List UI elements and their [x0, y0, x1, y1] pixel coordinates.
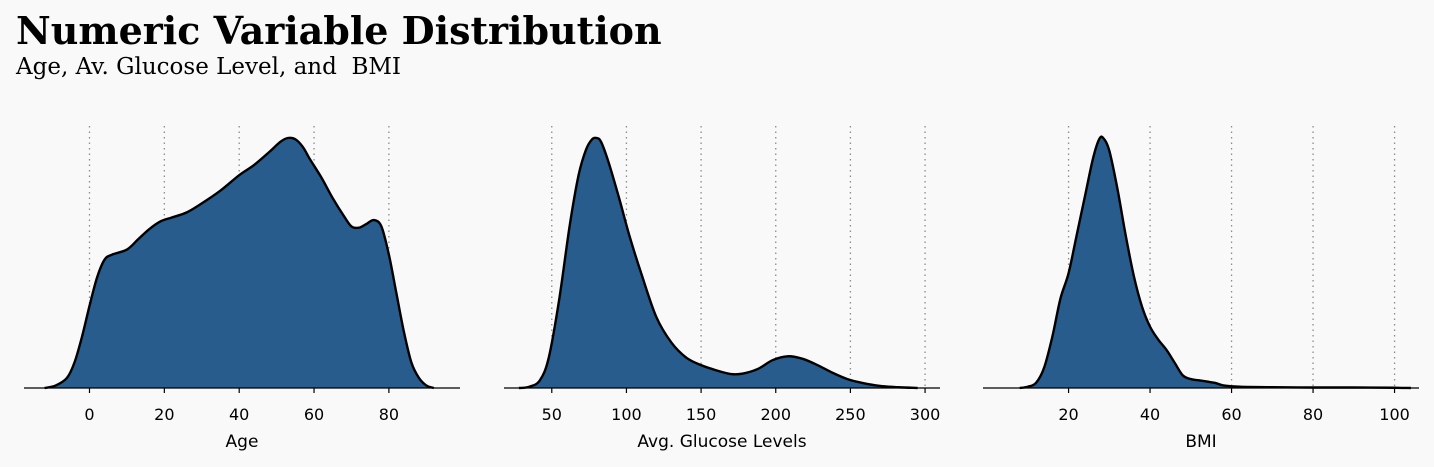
age-tick-label-0: 0	[84, 405, 94, 424]
age-axis-label: Age	[226, 432, 259, 452]
avg-glucose-levels-tick-label-300: 300	[910, 405, 941, 424]
avg-glucose-levels-tick-label-150: 150	[686, 405, 717, 424]
bmi-axis-label: BMI	[1185, 432, 1216, 452]
age-tick-label-60: 60	[304, 405, 324, 424]
avg-glucose-levels-tick-label-50: 50	[542, 405, 562, 424]
avg-glucose-levels-axis-label: Avg. Glucose Levels	[637, 432, 806, 452]
bmi-tick-label-60: 60	[1221, 405, 1241, 424]
bmi-tick-label-20: 20	[1058, 405, 1078, 424]
age-tick-label-40: 40	[229, 405, 249, 424]
age-tick-label-20: 20	[154, 405, 174, 424]
bmi-tick-label-40: 40	[1140, 405, 1160, 424]
bmi-density-fill	[1020, 137, 1411, 388]
avg-glucose-levels-tick-label-200: 200	[760, 405, 791, 424]
age-tick-label-80: 80	[379, 405, 399, 424]
bmi-tick-label-80: 80	[1303, 405, 1323, 424]
avg-glucose-levels-tick-label-250: 250	[835, 405, 866, 424]
bmi-tick-label-100: 100	[1379, 405, 1410, 424]
avg-glucose-levels-tick-label-100: 100	[611, 405, 642, 424]
